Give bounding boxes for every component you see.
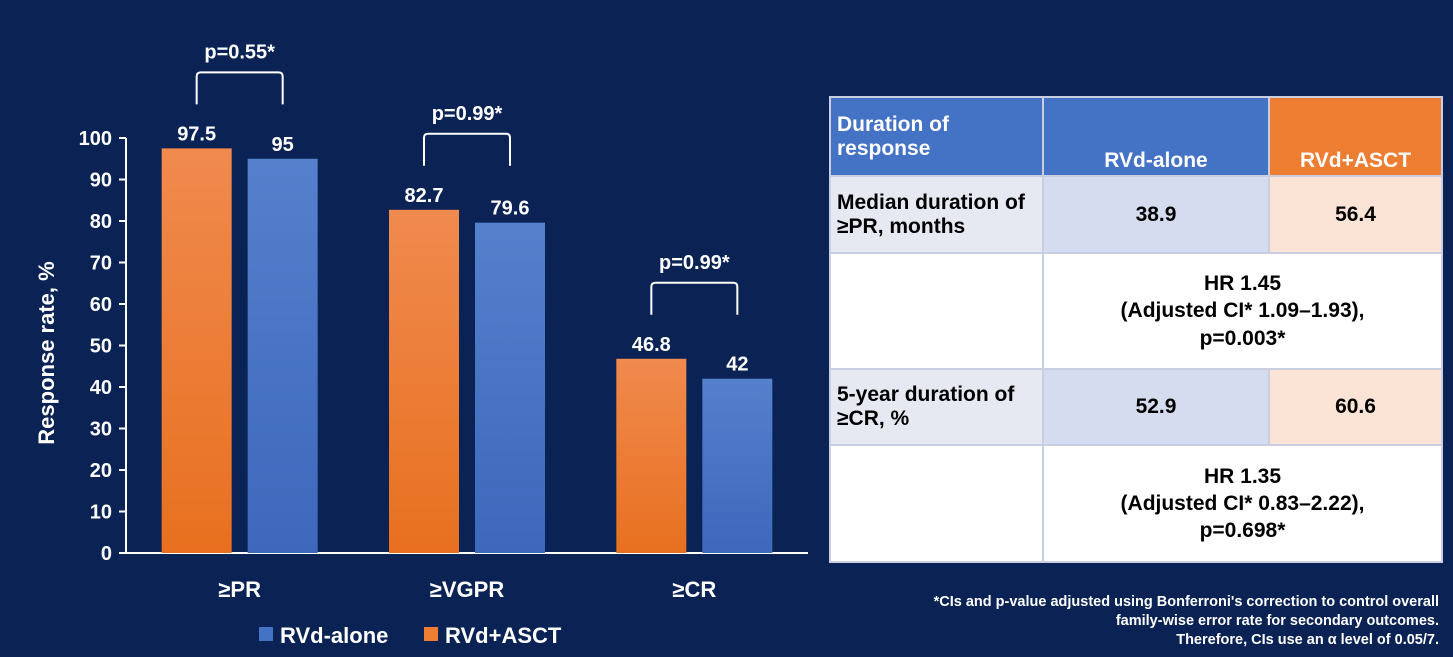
x-tick-label: ≥PR (218, 577, 261, 602)
legend-swatch-rvd-alone (259, 627, 273, 641)
header-rvd-asct: RVd+ASCT (1268, 96, 1443, 177)
table-row: 5-year duration of ≥CR, % 52.9 60.6 (829, 368, 1443, 446)
y-tick-label: 30 (90, 419, 112, 441)
hr-cr-value: HR 1.35 (1203, 464, 1282, 488)
p-value-label: p=0.99* (659, 252, 730, 274)
y-tick-label: 0 (101, 543, 112, 565)
y-tick-label: 20 (90, 460, 112, 482)
y-tick-label: 10 (90, 502, 112, 524)
y-axis-title: Response rate, % (34, 261, 59, 444)
hr-pr-ci: (Adjusted CI* 1.09–1.93), (1120, 299, 1365, 323)
hr-cr-ci: (Adjusted CI* 0.83–2.22), (1120, 491, 1365, 515)
data-label: 95 (272, 134, 294, 156)
value-median-pr-rvd-asct: 56.4 (1268, 175, 1443, 254)
hr-pr-pvalue: p=0.003* (1199, 326, 1286, 350)
legend-label-rvd-alone: RVd-alone (280, 623, 388, 648)
p-value-bracket (195, 71, 284, 105)
y-tick-label: 60 (90, 294, 112, 316)
hr-cr-pvalue: p=0.698* (1199, 519, 1286, 543)
legend-swatch-rvd-asct (424, 627, 438, 641)
p-value-bracket (650, 281, 739, 315)
value-5yr-cr-rvd-asct: 60.6 (1268, 368, 1443, 446)
row-label-median-pr: Median duration of ≥PR, months (829, 175, 1044, 254)
data-label: 82.7 (405, 185, 444, 207)
bar-rvd-alone (247, 158, 318, 553)
y-axis: 0 10 20 30 40 50 60 70 80 90 100 (79, 128, 127, 565)
footnote-line-3: Therefore, CIs use an α level of 0.05/7. (1176, 632, 1439, 648)
hr-pr-cell: HR 1.45 (Adjusted CI* 1.09–1.93), p=0.00… (1042, 252, 1443, 370)
table-row: HR 1.35 (Adjusted CI* 0.83–2.22), p=0.69… (829, 444, 1443, 563)
table-row: Median duration of ≥PR, months 38.9 56.4 (829, 175, 1443, 254)
blank-cell (829, 252, 1044, 370)
table-row: HR 1.45 (Adjusted CI* 1.09–1.93), p=0.00… (829, 252, 1443, 370)
bar-rvd-asct (389, 209, 459, 554)
bars (161, 148, 773, 554)
duration-of-response-table: Duration of response RVd-alone RVd+ASCT … (829, 96, 1443, 563)
legend-label-rvd-asct: RVd+ASCT (445, 623, 562, 648)
legend: RVd-alone RVd+ASCT (259, 623, 562, 648)
blank-cell (829, 444, 1044, 563)
x-axis: ≥PR ≥VGPR ≥CR (126, 552, 808, 602)
hr-pr-value: HR 1.45 (1203, 272, 1282, 296)
y-tick-label: 50 (90, 336, 112, 358)
footnote-line-1: *CIs and p-value adjusted using Bonferro… (933, 594, 1439, 610)
header-duration-of-response: Duration of response (829, 96, 1044, 177)
bar-rvd-asct (616, 358, 687, 553)
footnote-line-2: family-wise error rate for secondary out… (1115, 613, 1439, 629)
data-label: 97.5 (177, 123, 216, 145)
p-value-brackets: p=0.55* p=0.99* p=0.99* (195, 41, 739, 315)
header-rvd-alone: RVd-alone (1042, 96, 1270, 177)
p-value-bracket (423, 132, 511, 166)
y-tick-label: 80 (90, 211, 112, 233)
data-labels: 97.5 95 82.7 79.6 46.8 42 (177, 123, 748, 375)
y-tick-label: 90 (90, 170, 112, 192)
value-5yr-cr-rvd-alone: 52.9 (1042, 368, 1270, 446)
data-label: 79.6 (491, 198, 530, 220)
p-value-label: p=0.55* (204, 41, 275, 63)
hr-cr-cell: HR 1.35 (Adjusted CI* 0.83–2.22), p=0.69… (1042, 444, 1443, 563)
y-tick-label: 40 (90, 377, 112, 399)
bar-rvd-alone (475, 222, 545, 553)
footnote: *CIs and p-value adjusted using Bonferro… (819, 593, 1439, 650)
y-tick-label: 70 (90, 253, 112, 275)
y-tick-label: 100 (79, 128, 112, 150)
table-header-row: Duration of response RVd-alone RVd+ASCT (829, 96, 1443, 177)
data-label: 42 (726, 354, 748, 376)
data-label: 46.8 (632, 334, 671, 356)
row-label-5yr-cr: 5-year duration of ≥CR, % (829, 368, 1044, 446)
bar-rvd-alone (702, 378, 773, 553)
p-value-label: p=0.99* (432, 103, 503, 125)
value-median-pr-rvd-alone: 38.9 (1042, 175, 1270, 254)
x-tick-label: ≥VGPR (430, 577, 505, 602)
bar-rvd-asct (161, 148, 232, 553)
x-tick-label: ≥CR (672, 577, 716, 602)
